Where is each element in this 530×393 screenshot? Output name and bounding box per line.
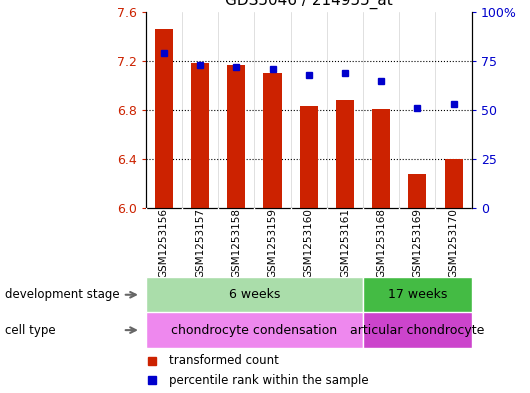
Text: GSM1253159: GSM1253159 <box>268 208 278 278</box>
Bar <box>363 312 472 348</box>
Bar <box>372 109 390 208</box>
Bar <box>191 63 209 208</box>
Text: 6 weeks: 6 weeks <box>229 288 280 301</box>
Bar <box>227 64 245 208</box>
Text: articular chondrocyte: articular chondrocyte <box>350 323 484 337</box>
Text: GSM1253158: GSM1253158 <box>231 208 241 278</box>
Text: GSM1253168: GSM1253168 <box>376 208 386 278</box>
Text: GSM1253156: GSM1253156 <box>159 208 169 278</box>
Bar <box>408 174 427 208</box>
Text: GSM1253160: GSM1253160 <box>304 208 314 277</box>
Bar <box>263 73 281 208</box>
Text: GSM1253161: GSM1253161 <box>340 208 350 278</box>
Bar <box>299 107 318 208</box>
Bar <box>155 29 173 208</box>
Text: chondrocyte condensation: chondrocyte condensation <box>171 323 338 337</box>
Text: 17 weeks: 17 weeks <box>387 288 447 301</box>
Text: GSM1253157: GSM1253157 <box>195 208 205 278</box>
Title: GDS5046 / 214955_at: GDS5046 / 214955_at <box>225 0 393 9</box>
Bar <box>146 277 363 312</box>
Text: development stage: development stage <box>5 288 120 301</box>
Text: GSM1253169: GSM1253169 <box>412 208 422 278</box>
Bar <box>336 100 354 208</box>
Text: GSM1253170: GSM1253170 <box>448 208 458 277</box>
Text: cell type: cell type <box>5 323 56 337</box>
Text: percentile rank within the sample: percentile rank within the sample <box>169 374 368 387</box>
Text: transformed count: transformed count <box>169 354 278 367</box>
Bar <box>445 159 463 208</box>
Bar <box>363 277 472 312</box>
Bar <box>146 312 363 348</box>
